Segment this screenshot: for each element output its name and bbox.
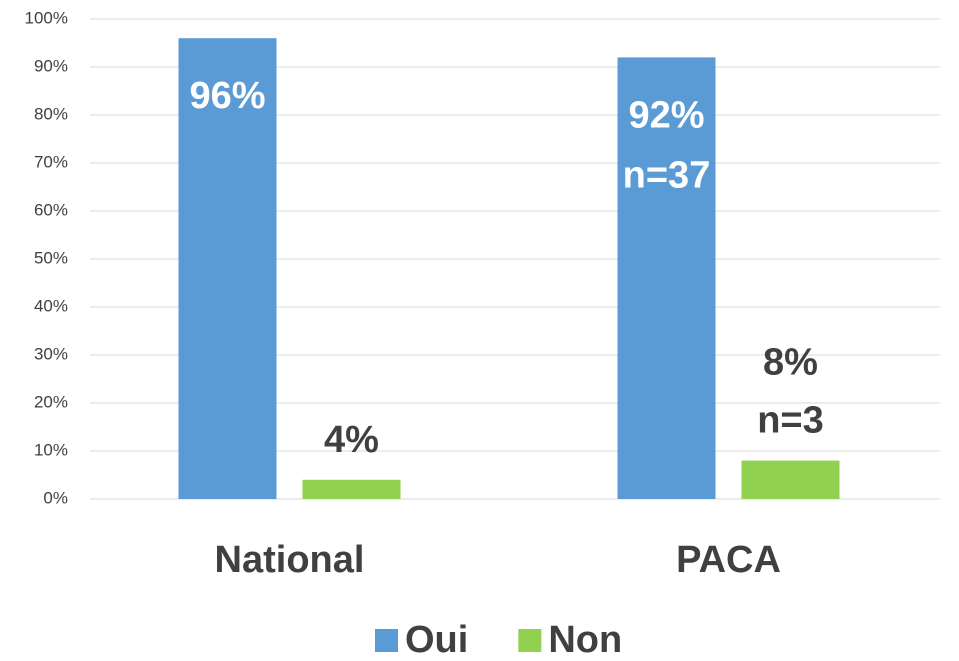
bar [741, 460, 840, 499]
y-tick-label: 100% [25, 8, 68, 27]
y-tick-label: 20% [34, 392, 68, 411]
y-tick-label: 0% [43, 488, 68, 507]
x-tick-label: PACA [676, 539, 781, 581]
value-label: 8% [763, 342, 818, 384]
legend-swatch [375, 629, 398, 652]
y-tick-label: 50% [34, 248, 68, 267]
y-tick-label: 70% [34, 152, 68, 171]
y-tick-label: 90% [34, 56, 68, 75]
y-tick-label: 10% [34, 440, 68, 459]
bar [178, 38, 277, 499]
legend-swatch [518, 629, 542, 652]
value-label: 92% [628, 94, 704, 136]
value-label: n=37 [623, 154, 711, 196]
value-label: 4% [324, 419, 379, 461]
legend-label: Oui [405, 619, 468, 661]
legend-label: Non [548, 619, 622, 661]
value-label: 96% [189, 75, 265, 117]
x-tick-label: National [215, 539, 365, 581]
bar [302, 479, 401, 499]
bar [617, 57, 716, 500]
y-tick-label: 30% [34, 344, 68, 363]
y-tick-label: 80% [34, 104, 68, 123]
value-label: n=3 [757, 400, 824, 442]
y-tick-label: 60% [34, 200, 68, 219]
y-tick-label: 40% [34, 296, 68, 315]
